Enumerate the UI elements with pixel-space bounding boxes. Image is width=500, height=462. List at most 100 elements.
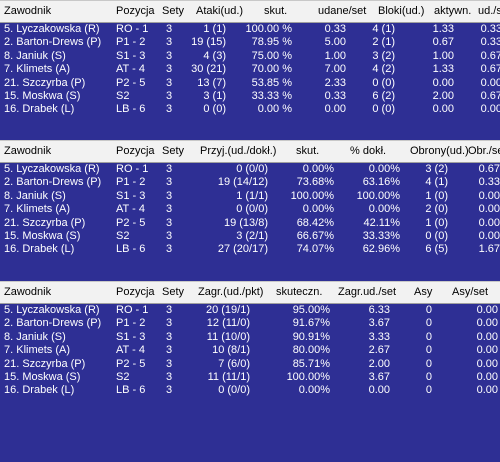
table-cell: S1 - 3 (116, 330, 146, 343)
table-cell: 6 (2) (372, 89, 395, 102)
table-cell: 0.00% (368, 203, 400, 216)
table-cell: 0.00 (478, 216, 500, 229)
table-cell: P2 - 5 (116, 216, 146, 229)
table-row[interactable]: 8. Janiuk (S) S1 - 3 3 4 (3) 75.00 % 1.00 3 (2… (0, 50, 500, 63)
table-row[interactable]: 5. Lyczakowska (R) RO - 1 3 1 (1) 100.00 % 0.… (0, 23, 500, 36)
table-cell: 4 (2) (372, 63, 395, 76)
table-cell: 0.00 (476, 330, 498, 343)
table-row[interactable]: 15. Moskwa (S) S2 3 3 (2/1) 66.67% 33.33% 0 (0… (0, 230, 500, 243)
table-cell: 0.67 (480, 63, 500, 76)
col-header-aces[interactable]: Asy (414, 286, 433, 298)
table-row[interactable]: 8. Janiuk (S) S1 - 3 3 1 (1/1) 100.00% 100.00… (0, 190, 500, 203)
col-header-sets[interactable]: Sety (162, 5, 185, 17)
table-row[interactable]: 21. Szczyrba (P) P2 - 5 3 19 (13/8) 68.42% 42… (0, 217, 500, 230)
col-header-position[interactable]: Pozycja (116, 145, 155, 157)
col-header-efficiency[interactable]: skuteczn. (276, 286, 323, 298)
table-row[interactable]: 2. Barton-Drews (P) P1 - 2 3 19 (14/12) 73.6… (0, 176, 500, 189)
col-header-defense-per-set[interactable]: Obr./se (468, 145, 500, 157)
col-header-attacks[interactable]: Ataki(ud.) (196, 5, 244, 17)
table-cell: 0.00 (476, 304, 498, 316)
col-header-serves[interactable]: Zagr.(ud./pkt) (198, 286, 264, 298)
table-cell: 21. Szczyrba (P) (4, 76, 86, 89)
table-cell: 7. Klimets (A) (4, 203, 71, 216)
table-cell: P1 - 2 (116, 176, 146, 189)
col-header-position[interactable]: Pozycja (116, 286, 155, 298)
table-cell: 0.00 (478, 203, 500, 216)
table-cell: 2. Barton-Drews (P) (4, 176, 102, 189)
table-cell: 2. Barton-Drews (P) (4, 36, 102, 49)
table-cell: LB - 6 (116, 243, 146, 256)
table-cell: 100.00% (286, 370, 330, 383)
table-row[interactable]: 21. Szczyrba (P) P2 - 5 3 13 (7) 53.85 % 2.33… (0, 77, 500, 90)
table-cell: 74.07% (296, 243, 334, 256)
col-header-efficiency[interactable]: skut. (296, 145, 320, 157)
table-cell: 0.00% (302, 163, 334, 175)
col-header-player[interactable]: Zawodnik (4, 286, 52, 298)
table-cell: 2.67 (368, 344, 390, 357)
table-cell: 7. Klimets (A) (4, 344, 71, 357)
table-cell: 0.00 (476, 357, 498, 370)
table-cell: 6.33 (368, 304, 390, 316)
col-header-activity[interactable]: aktywn. (434, 5, 472, 17)
table-row[interactable]: 7. Klimets (A) AT - 4 3 10 (8/1) 80.00% 2.67 0… (0, 344, 500, 357)
table-cell: 8. Janiuk (S) (4, 49, 66, 62)
table-cell: 0 (0/0) (236, 203, 268, 216)
table-cell: 0 (0) (203, 103, 226, 116)
table-cell: 2.00 (368, 357, 390, 370)
table-cell: 66.67% (296, 229, 334, 242)
table-row[interactable]: 2. Barton-Drews (P) P1 - 2 3 19 (15) 78.95 %… (0, 36, 500, 49)
col-header-sets[interactable]: Sety (162, 286, 185, 298)
reception-table-body: 5. Lyczakowska (R) RO - 1 3 0 (0/0) 0.00% 0.0… (0, 163, 500, 257)
table-cell: 6 (5) (425, 243, 448, 256)
table-cell: 8. Janiuk (S) (4, 330, 66, 343)
table-cell: 0.00 (480, 76, 500, 89)
col-header-receptions[interactable]: Przyj.(ud./dokł.) (200, 145, 277, 157)
table-cell: 5. Lyczakowska (R) (4, 304, 100, 316)
table-row[interactable]: 2. Barton-Drews (P) P1 - 2 3 12 (11/0) 91.67… (0, 317, 500, 330)
table-row[interactable]: 5. Lyczakowska (R) RO - 1 3 0 (0/0) 0.00% 0.0… (0, 163, 500, 176)
table-cell: 0.33 (480, 23, 500, 35)
col-header-sets[interactable]: Sety (162, 145, 185, 157)
col-header-position[interactable]: Pozycja (116, 5, 155, 17)
table-cell: 21. Szczyrba (P) (4, 216, 86, 229)
table-cell: 0.00 (432, 103, 454, 116)
col-header-serves-per-set[interactable]: Zagr.ud./set (338, 286, 397, 298)
table-cell: 1.00 (432, 49, 454, 62)
col-header-block-per-set[interactable]: ud./se (478, 5, 500, 17)
table-cell: 0 (425, 330, 432, 343)
table-cell: 15. Moskwa (S) (4, 229, 81, 242)
table-cell: RO - 1 (116, 163, 149, 175)
table-row[interactable]: 16. Drabek (L) LB - 6 3 0 (0) 0.00 % 0.00 0 (0… (0, 103, 500, 116)
table-cell: RO - 1 (116, 23, 149, 35)
table-cell: 0.00 (476, 384, 498, 397)
table-cell: 19 (14/12) (217, 176, 268, 189)
table-row[interactable]: 16. Drabek (L) LB - 6 3 27 (20/17) 74.07% 62.… (0, 243, 500, 256)
table-cell: 19 (15) (191, 36, 226, 49)
table-row[interactable]: 7. Klimets (A) AT - 4 3 30 (21) 70.00 % 7.00 4… (0, 63, 500, 76)
table-cell: 68.42% (296, 216, 334, 229)
table-row[interactable]: 8. Janiuk (S) S1 - 3 3 11 (10/0) 90.91% 3.33 0… (0, 331, 500, 344)
table-row[interactable]: 21. Szczyrba (P) P2 - 5 3 7 (6/0) 85.71% 2.00… (0, 358, 500, 371)
table-cell: 4 (1) (425, 176, 448, 189)
table-cell: 3 (2) (372, 49, 395, 62)
table-row[interactable]: 15. Moskwa (S) S2 3 3 (1) 33.33 % 0.33 6 (2) 2.… (0, 90, 500, 103)
table-cell: 0 (425, 370, 432, 383)
col-header-per-set[interactable]: udane/set (318, 5, 367, 17)
col-header-accuracy[interactable]: % dokł. (350, 145, 387, 157)
table-row[interactable]: 16. Drabek (L) LB - 6 3 0 (0/0) 0.00% 0.00 0 0.… (0, 384, 500, 397)
table-cell: 3 (166, 176, 173, 189)
table-row[interactable]: 7. Klimets (A) AT - 4 3 0 (0/0) 0.00% 0.00% 2 … (0, 203, 500, 216)
col-header-defenses[interactable]: Obrony(ud.) (410, 145, 469, 157)
table-cell: S1 - 3 (116, 49, 146, 62)
table-cell: P1 - 2 (116, 317, 146, 330)
table-cell: 0.00 (476, 317, 498, 330)
col-header-blocks[interactable]: Bloki(ud.) (378, 5, 425, 17)
col-header-player[interactable]: Zawodnik (4, 5, 52, 17)
table-cell: 75.00 % (251, 49, 292, 62)
col-header-efficiency[interactable]: skut. (264, 5, 288, 17)
table-row[interactable]: 15. Moskwa (S) S2 3 11 (11/1) 100.00% 3.67 0 0.… (0, 371, 500, 384)
col-header-aces-per-set[interactable]: Asy/set (452, 286, 489, 298)
table-cell: 12 (11/0) (206, 317, 250, 330)
table-row[interactable]: 5. Lyczakowska (R) RO - 1 3 20 (19/1) 95.00%… (0, 304, 500, 317)
col-header-player[interactable]: Zawodnik (4, 145, 52, 157)
